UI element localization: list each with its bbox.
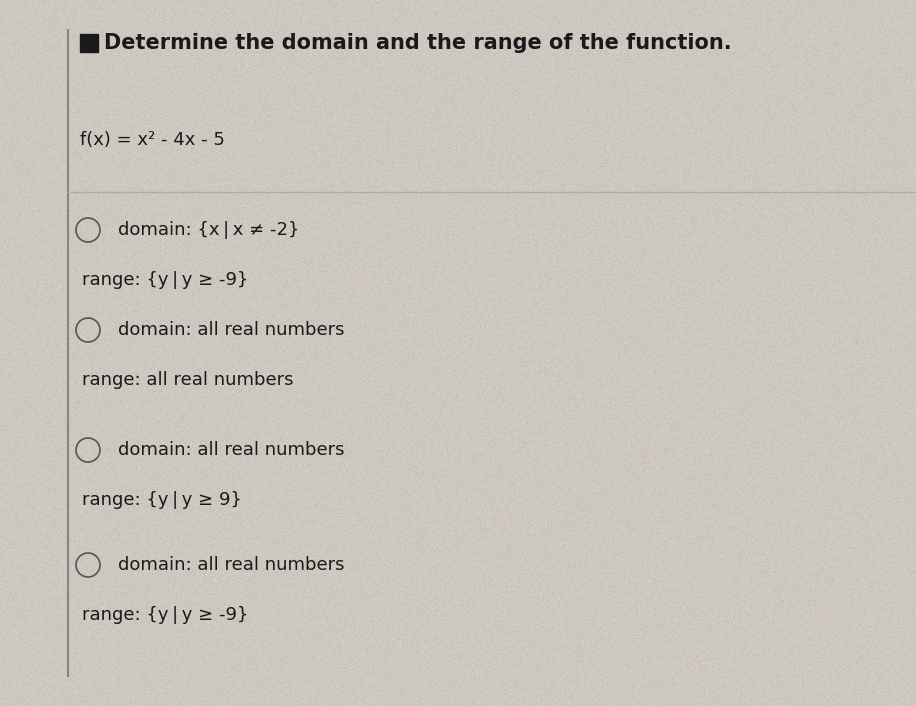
Text: domain: all real numbers: domain: all real numbers [118, 321, 344, 339]
Text: domain: {x | x ≠ -2}: domain: {x | x ≠ -2} [118, 221, 300, 239]
Text: f(x) = x² - 4x - 5: f(x) = x² - 4x - 5 [80, 131, 224, 149]
Text: range: all real numbers: range: all real numbers [82, 371, 293, 389]
Bar [80, 34, 98, 52]
Text: Determine the domain and the range of the function.: Determine the domain and the range of th… [104, 33, 732, 53]
Text: range: {y | y ≥ -9}: range: {y | y ≥ -9} [82, 271, 248, 289]
Text: domain: all real numbers: domain: all real numbers [118, 441, 344, 459]
Text: domain: all real numbers: domain: all real numbers [118, 556, 344, 574]
Text: range: {y | y ≥ 9}: range: {y | y ≥ 9} [82, 491, 242, 509]
Text: range: {y | y ≥ -9}: range: {y | y ≥ -9} [82, 606, 248, 624]
